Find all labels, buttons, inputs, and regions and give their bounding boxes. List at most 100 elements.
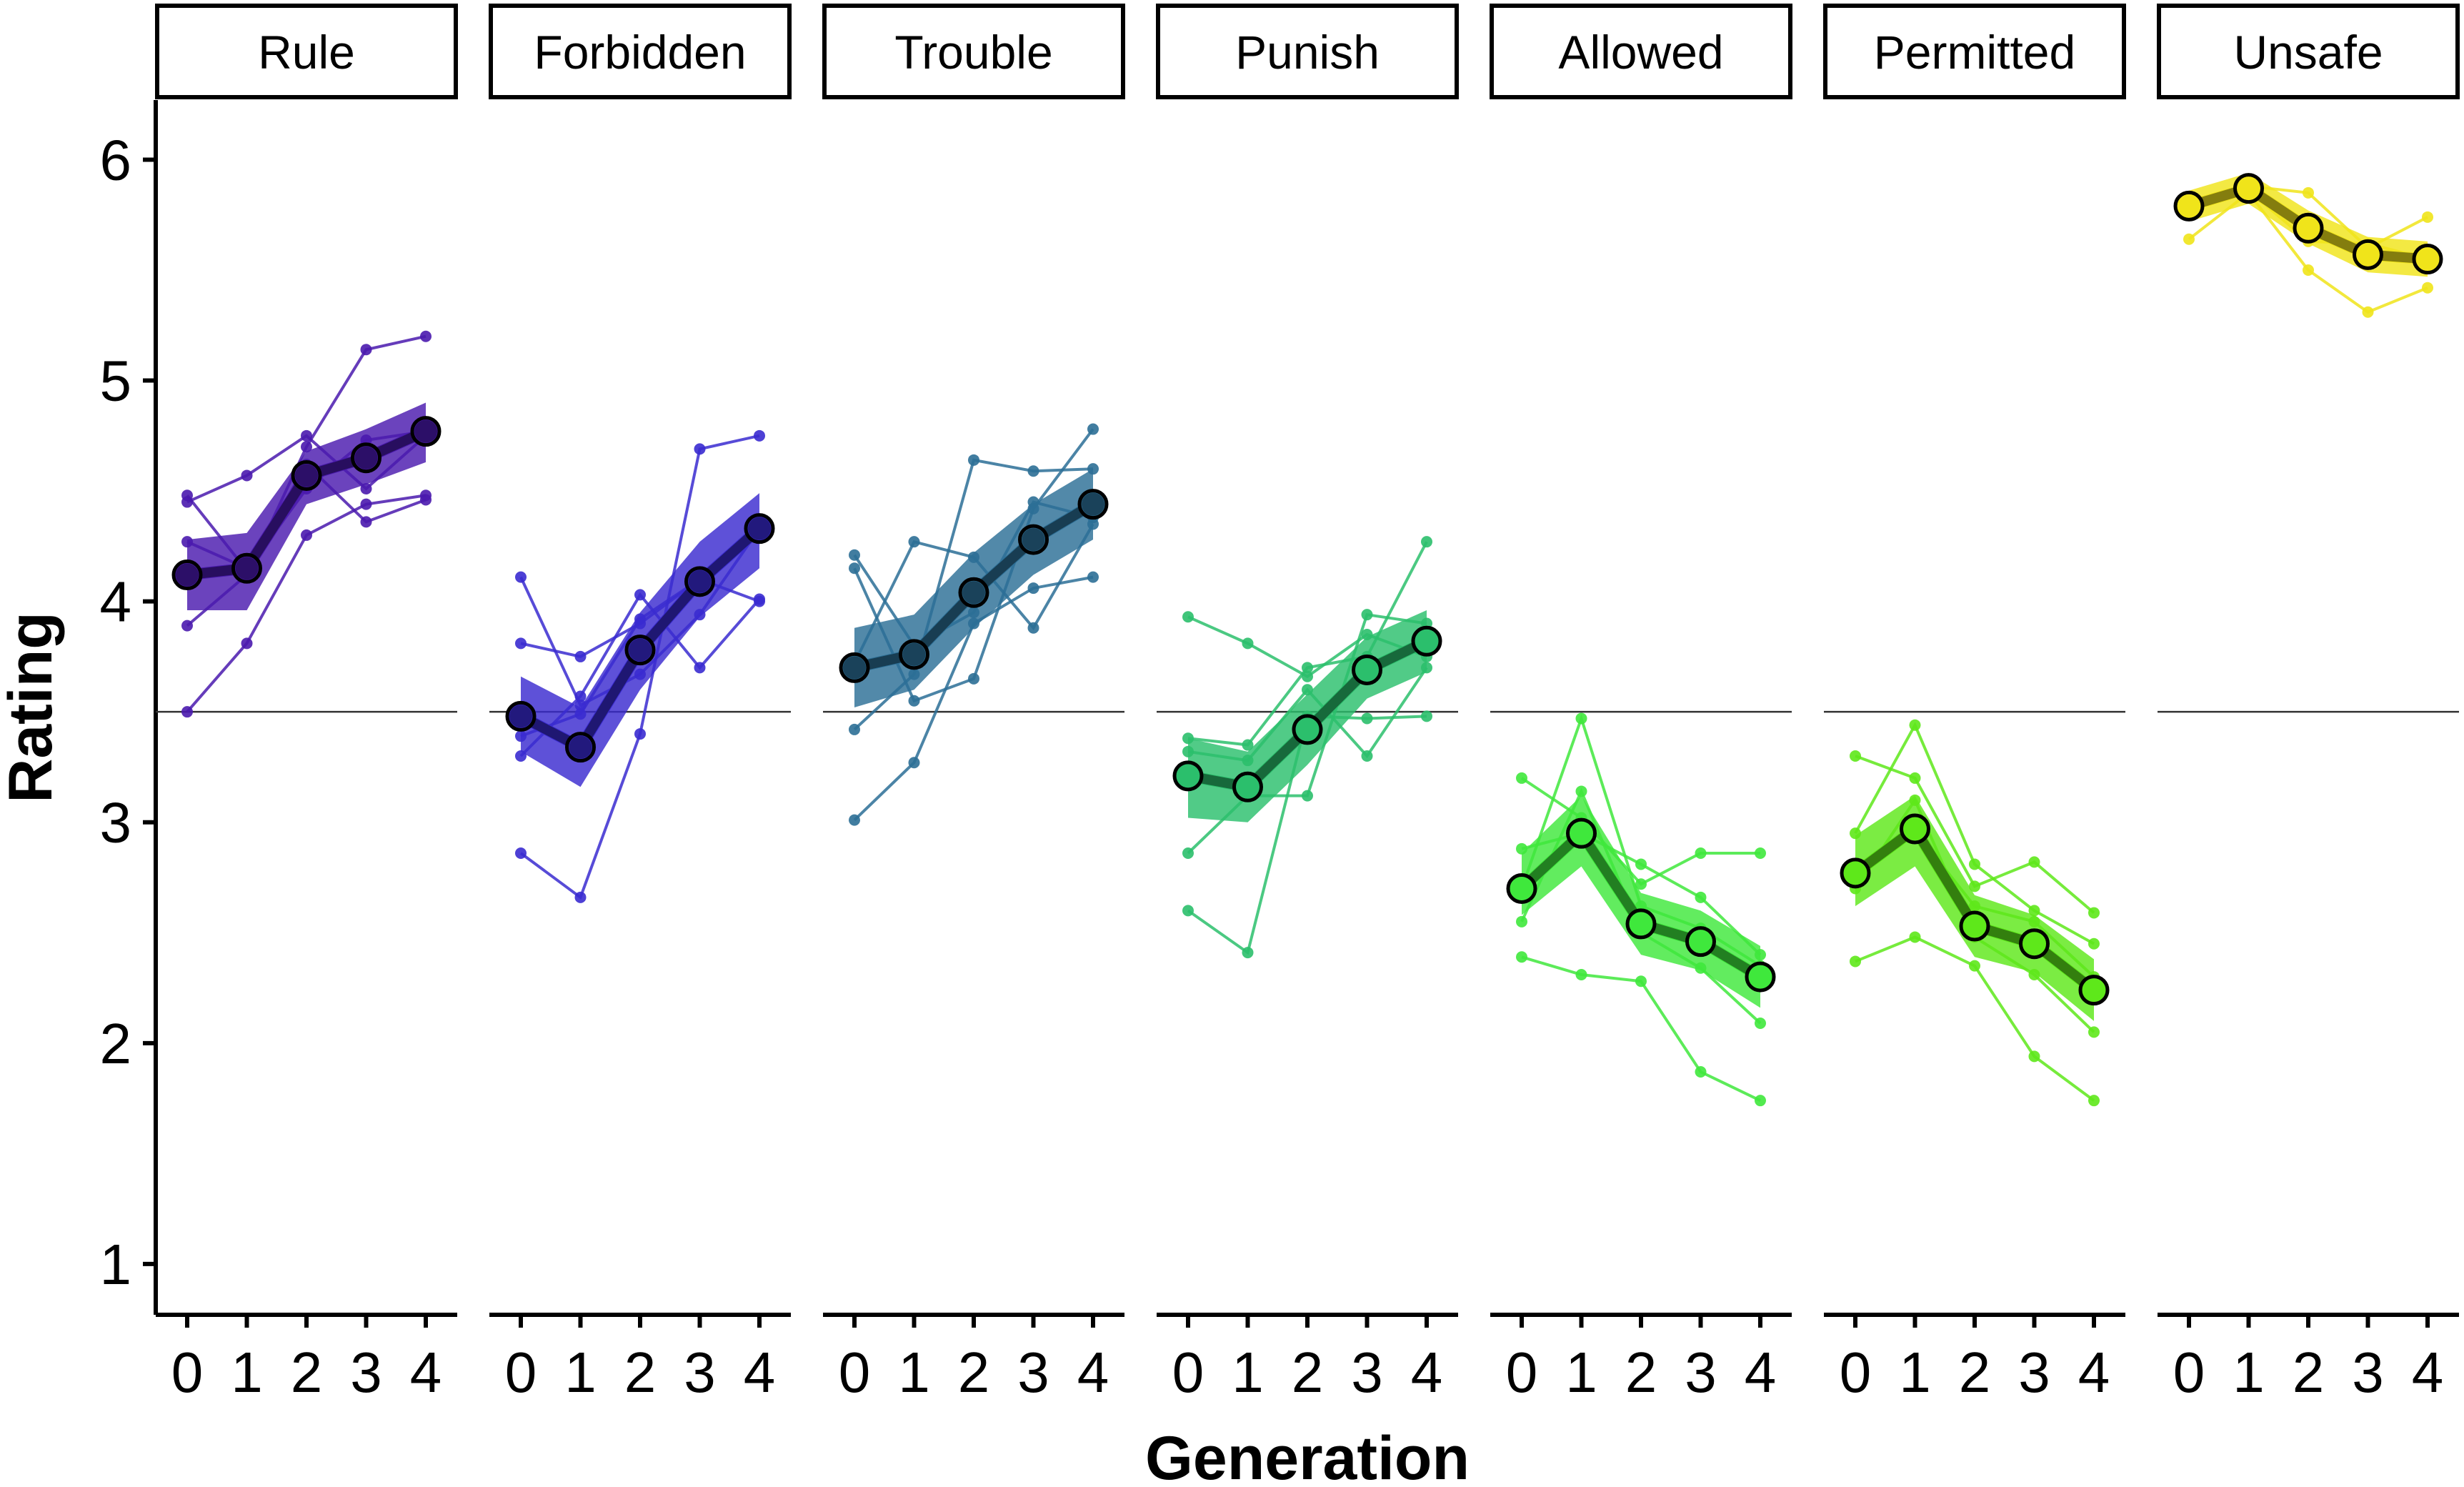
mean-point-shade [962,581,985,605]
chain-point [634,589,646,601]
chain-point [1635,858,1647,870]
x-tick-label: 4 [1077,1341,1109,1404]
chain-point [301,429,312,442]
x-tick-label: 2 [958,1341,990,1404]
x-tick-label: 2 [1292,1341,1324,1404]
chain-point [1027,465,1039,477]
chain-point [1182,847,1194,859]
mean-point [1018,524,1049,555]
chain-point [1087,571,1099,583]
chain-point [1242,739,1254,751]
strip-box [1156,4,1459,99]
chain-point [360,498,372,510]
x-tick-label: 1 [1565,1341,1597,1404]
x-tick-label: 2 [624,1341,657,1404]
chain-point [1755,1018,1766,1029]
mean-point-shade [414,419,437,443]
mean-point [958,577,989,608]
chain-point [694,443,706,455]
chain-point [1695,847,1707,859]
chain-point [360,483,372,494]
mean-point-shade [629,638,652,662]
chain-point [1755,847,1766,859]
mean-point-shade [902,642,926,666]
x-tick-label: 4 [2412,1341,2444,1404]
mean-point [2078,975,2110,1006]
mean-point [2412,244,2443,275]
mean-point-shade [1082,492,1104,516]
mean-point-shade [843,656,866,680]
strip-box [2157,4,2460,99]
chain-point [1182,732,1194,745]
x-tick-label: 3 [2018,1341,2050,1404]
mean-point [1352,654,1382,685]
panel-rule: Rule 0 1 2 3 4 [155,4,458,1404]
panel-trouble: Trouble 0 1 2 3 4 [822,4,1125,1404]
strip-label: Forbidden [534,26,746,79]
mean-point-shade [235,557,259,580]
strip-label: Punish [1235,26,1380,79]
chain-point [1087,463,1099,475]
x-tick-label: 4 [1745,1341,1777,1404]
mean-point [1172,760,1204,792]
chain-point [1575,969,1587,980]
x-tick-label: 0 [171,1341,204,1404]
chain-point [2088,1095,2100,1107]
chain-point [1850,750,1861,762]
chain-point [1421,662,1432,674]
chain-point [181,536,193,548]
chain-point [2422,211,2433,223]
y-tick-label: 1 [100,1233,132,1296]
strip-box [1490,4,1792,99]
chain-point [574,650,587,662]
chain-point [908,695,920,707]
chain-point [1302,790,1313,802]
chain-point [1361,712,1373,725]
x-tick-label: 3 [684,1341,716,1404]
chain-point [1755,949,1766,961]
chain-point [908,536,920,548]
chain-point [1695,891,1707,903]
chain-point [2362,306,2374,318]
chain-point [1516,772,1527,784]
chain-point [1635,878,1647,890]
chain-point [1516,842,1527,855]
chain-point [1421,536,1432,548]
chain-point [1575,785,1587,797]
mean-point [565,732,596,763]
mean-point [1685,926,1716,958]
mean-point [624,635,656,666]
mean-point [410,416,442,447]
chain-point [2088,907,2100,919]
chain-point [1969,858,1980,870]
mean-point-shade [176,563,199,587]
x-tick-label: 1 [898,1341,930,1404]
x-tick-label: 0 [1506,1341,1538,1404]
panel-punish: Punish 0 1 2 3 4 [1156,4,1459,1404]
chain-point [1361,750,1373,762]
x-tick-label: 0 [1172,1341,1204,1404]
x-tick-label: 4 [744,1341,776,1404]
mean-point-shade [1022,528,1045,552]
mean-point [744,513,775,544]
strip-box [822,4,1125,99]
x-tick-label: 2 [1959,1341,1991,1404]
chain-point [1755,1095,1766,1107]
mean-point [231,552,262,584]
chain-point [1361,629,1373,640]
x-tick-label: 1 [1899,1341,1931,1404]
x-tick-label: 3 [1017,1341,1049,1404]
chain-point [1909,719,1921,731]
chain-point [241,637,253,650]
panel-forbidden: Forbidden 0 1 2 3 4 [489,4,792,1404]
x-tick-label: 4 [410,1341,442,1404]
chain-point [634,728,646,740]
chain-point [1909,931,1921,943]
chain-point [634,617,646,630]
mean-point-shade [295,464,318,487]
chain-point [360,516,372,528]
chain-point [1242,947,1254,959]
chain-point [2183,233,2195,245]
mean-point-shade [509,705,532,728]
